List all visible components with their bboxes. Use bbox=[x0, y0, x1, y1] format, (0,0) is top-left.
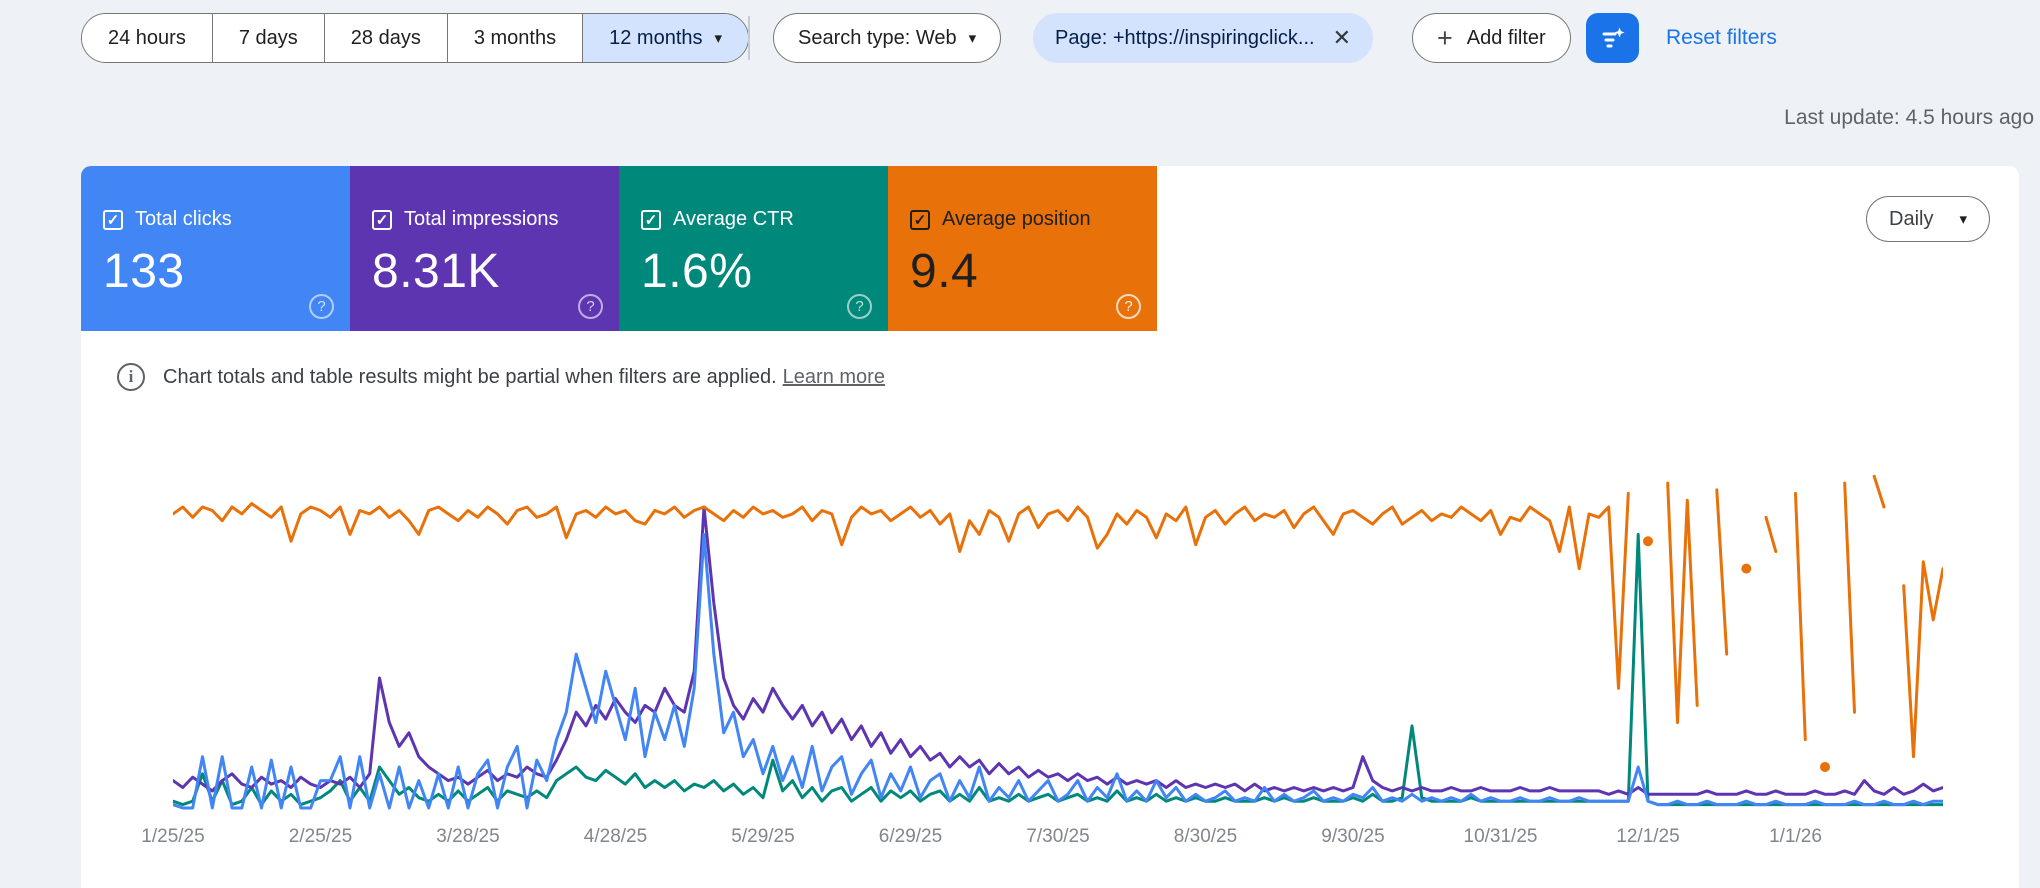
metric-value: 9.4 bbox=[910, 245, 979, 298]
learn-more-link[interactable]: Learn more bbox=[782, 365, 885, 388]
metric-value: 133 bbox=[103, 245, 185, 298]
x-axis-tick-label: 9/30/25 bbox=[1321, 826, 1385, 847]
help-icon[interactable]: ? bbox=[578, 294, 603, 319]
checkbox-average-position[interactable]: ✓ bbox=[910, 209, 930, 230]
plus-icon: + bbox=[1437, 22, 1453, 53]
range-28-days[interactable]: 28 days bbox=[324, 14, 448, 62]
page-filter-chip[interactable]: Page: +https://inspiringclick... ✕ bbox=[1033, 13, 1374, 63]
search-type-dropdown[interactable]: Search type: Web ▾ bbox=[773, 13, 1002, 63]
chevron-down-icon: ▾ bbox=[714, 29, 723, 47]
checkbox-total-clicks[interactable]: ✓ bbox=[103, 209, 123, 230]
notice-text: Chart totals and table results might be … bbox=[163, 365, 885, 388]
info-icon: i bbox=[117, 363, 145, 391]
range-3-months[interactable]: 3 months bbox=[447, 14, 584, 62]
performance-panel: ✓ Total clicks 133 ? ✓ Total impressions… bbox=[81, 166, 2019, 888]
x-axis-tick-label: 7/30/25 bbox=[1026, 826, 1090, 847]
metric-card-average-position[interactable]: ✓ Average position 9.4 ? bbox=[888, 166, 1157, 331]
metric-cards: ✓ Total clicks 133 ? ✓ Total impressions… bbox=[81, 166, 1157, 331]
help-icon[interactable]: ? bbox=[309, 294, 334, 319]
chevron-down-icon: ▾ bbox=[968, 29, 977, 47]
toolbar-divider bbox=[748, 16, 750, 60]
checkbox-average-ctr[interactable]: ✓ bbox=[641, 209, 661, 230]
performance-chart[interactable]: 1/25/25 2/25/25 3/28/25 4/28/25 5/29/25 6/29/… bbox=[141, 460, 1943, 856]
metric-label: Average CTR bbox=[673, 208, 794, 230]
granularity-dropdown[interactable]: Daily ▾ bbox=[1866, 196, 1990, 242]
x-axis-tick-label: 10/31/25 bbox=[1463, 826, 1538, 847]
date-range-group: 24 hours 7 days 28 days 3 months 12 mont… bbox=[81, 13, 750, 63]
metric-value: 1.6% bbox=[641, 245, 753, 298]
x-axis-labels: 1/25/25 2/25/25 3/28/25 4/28/25 5/29/25 6/29/… bbox=[141, 826, 1943, 856]
metric-card-total-clicks[interactable]: ✓ Total clicks 133 ? bbox=[81, 166, 350, 331]
help-icon[interactable]: ? bbox=[847, 294, 872, 319]
x-axis-tick-label: 1/1/26 bbox=[1769, 826, 1822, 847]
x-axis-tick-label: 6/29/25 bbox=[878, 826, 943, 847]
help-icon[interactable]: ? bbox=[1116, 294, 1141, 319]
range-7-days[interactable]: 7 days bbox=[212, 14, 325, 62]
filter-sparkle-button[interactable] bbox=[1586, 13, 1639, 63]
metric-card-average-ctr[interactable]: ✓ Average CTR 1.6% ? bbox=[619, 166, 888, 331]
x-axis-tick-label: 4/28/25 bbox=[583, 826, 648, 847]
metric-label: Total impressions bbox=[404, 208, 559, 230]
close-icon[interactable]: ✕ bbox=[1332, 25, 1352, 50]
metric-value: 8.31K bbox=[372, 245, 500, 298]
x-axis-tick-label: 5/29/25 bbox=[731, 826, 795, 847]
metric-label: Total clicks bbox=[135, 208, 232, 230]
last-update-text: Last update: 4.5 hours ago bbox=[1784, 106, 2034, 129]
x-axis-tick-label: 8/30/25 bbox=[1173, 826, 1238, 847]
range-12-months[interactable]: 12 months ▾ bbox=[583, 14, 749, 62]
performance-chart-svg bbox=[173, 474, 1943, 810]
x-axis-tick-label: 2/25/25 bbox=[288, 826, 353, 847]
reset-filters-link[interactable]: Reset filters bbox=[1666, 26, 1777, 49]
chevron-down-icon: ▾ bbox=[1959, 210, 1967, 228]
add-filter-button[interactable]: + Add filter bbox=[1412, 13, 1571, 63]
checkbox-total-impressions[interactable]: ✓ bbox=[372, 209, 392, 230]
metric-label: Average position bbox=[942, 208, 1091, 230]
filter-sparkle-icon bbox=[1602, 27, 1624, 48]
x-axis-tick-label: 3/28/25 bbox=[436, 826, 500, 847]
x-axis-tick-label: 1/25/25 bbox=[141, 826, 205, 847]
range-24-hours[interactable]: 24 hours bbox=[82, 14, 213, 62]
partial-data-notice: i Chart totals and table results might b… bbox=[117, 363, 885, 391]
metric-card-total-impressions[interactable]: ✓ Total impressions 8.31K ? bbox=[350, 166, 619, 331]
x-axis-tick-label: 12/1/25 bbox=[1616, 826, 1680, 847]
